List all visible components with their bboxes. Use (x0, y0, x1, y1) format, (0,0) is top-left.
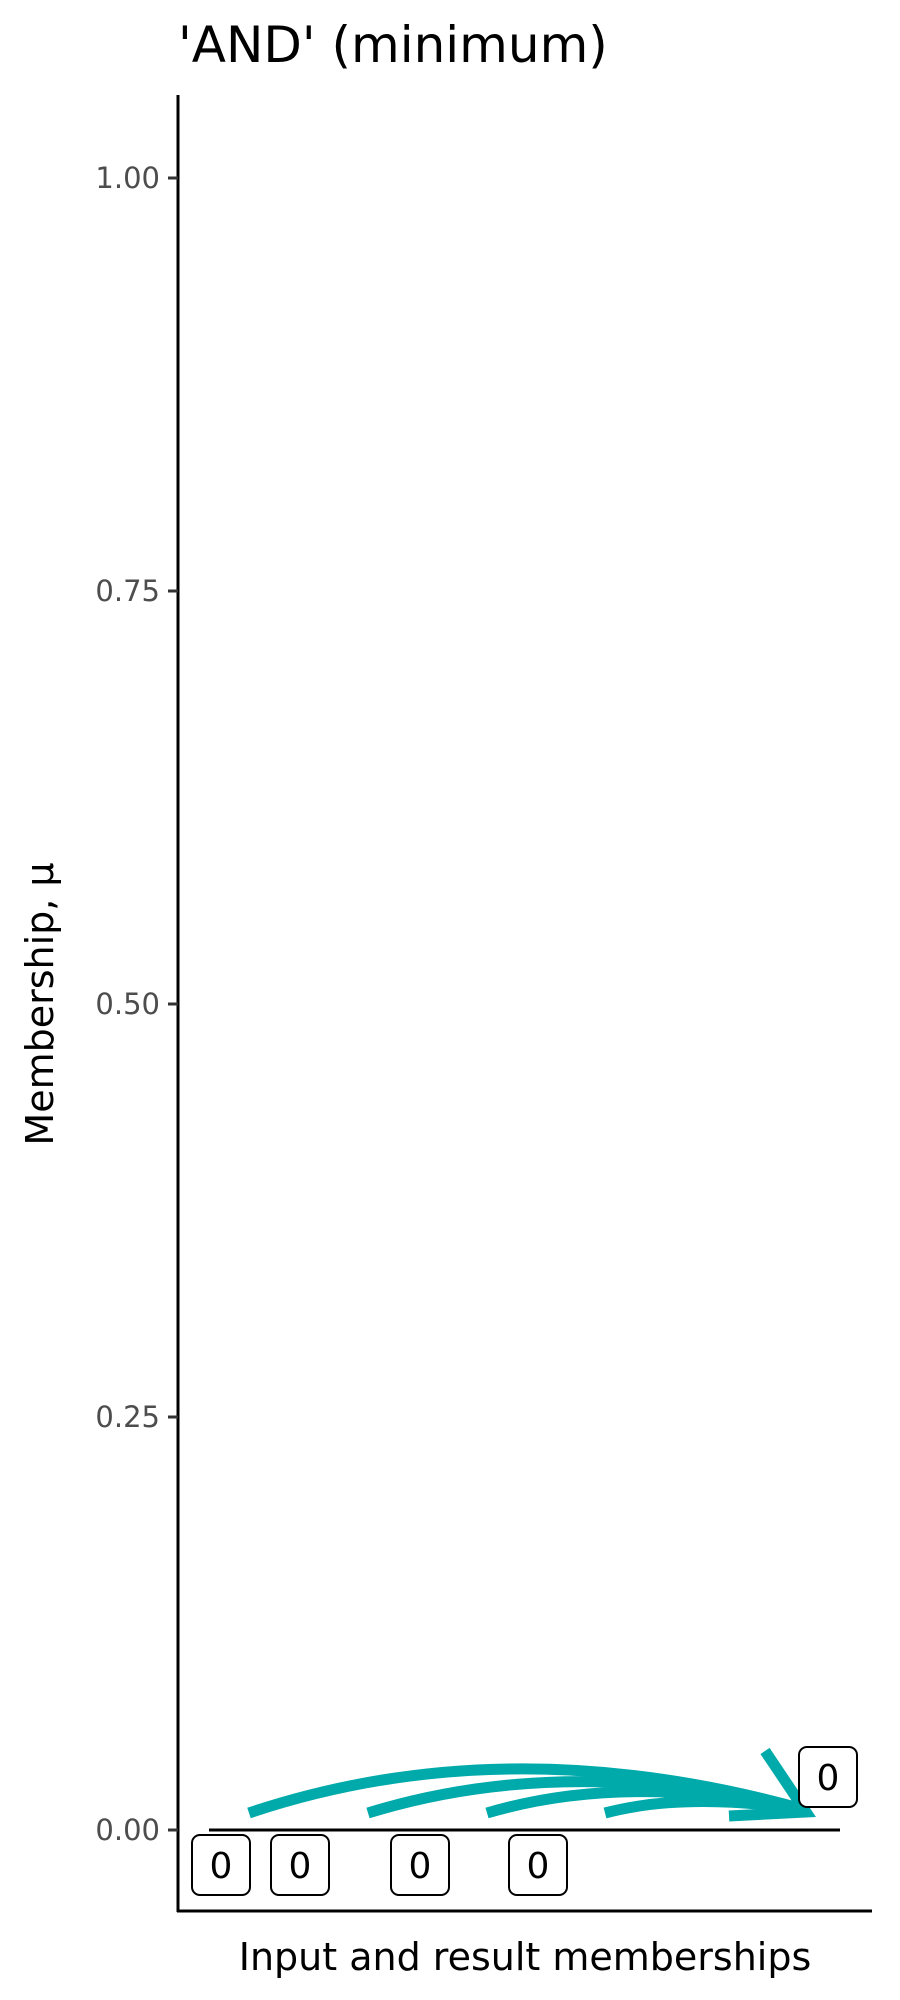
label-text: 0 (527, 1846, 550, 1887)
input-label: 0 (390, 1834, 450, 1896)
y-tick-label: 0.25 (95, 1400, 160, 1434)
y-tick-label: 0.00 (95, 1813, 160, 1847)
y-axis-title: Membership, μ (18, 862, 62, 1145)
label-text: 0 (409, 1846, 432, 1887)
label-text: 0 (210, 1846, 233, 1887)
input-arrow (603, 1796, 807, 1819)
chart-title: 'AND' (minimum) (178, 16, 608, 74)
label-text: 0 (289, 1846, 312, 1887)
input-label: 0 (270, 1834, 330, 1896)
label-text: 0 (817, 1758, 840, 1799)
y-tick-label: 0.75 (95, 574, 160, 608)
y-tick-label: 0.50 (95, 987, 160, 1021)
input-label: 0 (508, 1834, 568, 1896)
x-axis-title: Input and result memberships (239, 1935, 812, 1979)
arrow-head (728, 1747, 816, 1822)
y-tick-label: 1.00 (95, 161, 160, 195)
result-label: 0 (798, 1746, 858, 1808)
input-label: 0 (191, 1834, 251, 1896)
